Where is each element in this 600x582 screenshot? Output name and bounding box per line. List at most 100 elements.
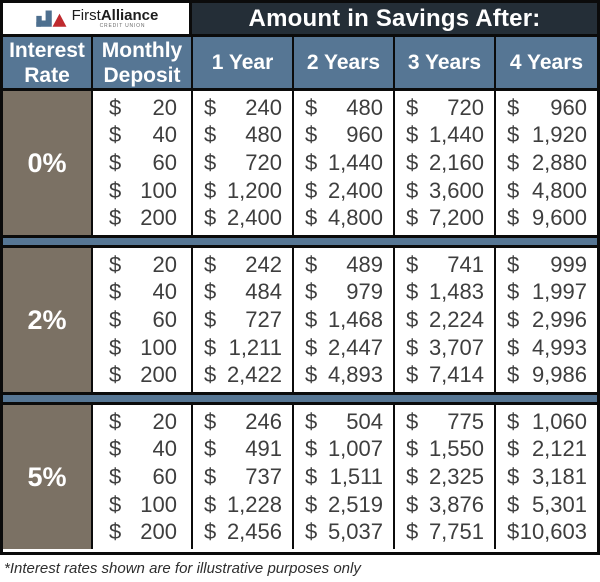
year-1-column: $240 $480 $720 $1,200 $2,400 bbox=[193, 91, 294, 235]
amount-value: 2,456 bbox=[226, 519, 282, 545]
money-cell: $200 bbox=[93, 204, 191, 232]
currency-symbol: $ bbox=[406, 334, 419, 360]
money-cell: $1,483 bbox=[395, 279, 494, 307]
currency-symbol: $ bbox=[406, 436, 419, 462]
money-cell: $20 bbox=[93, 94, 191, 122]
currency-symbol: $ bbox=[507, 279, 520, 305]
amount-value: 3,707 bbox=[428, 334, 484, 360]
money-cell: $2,519 bbox=[294, 491, 393, 519]
money-cell: $720 bbox=[193, 149, 292, 177]
currency-symbol: $ bbox=[305, 436, 318, 462]
amount-value: 100 bbox=[140, 334, 177, 360]
currency-symbol: $ bbox=[507, 408, 520, 434]
money-cell: $1,440 bbox=[395, 122, 494, 150]
rate-block-2-percent: 2% $20 $40 $60 $100 $200 $242 $484 $727 $1,211 $… bbox=[3, 248, 597, 392]
amount-value: 1,060 bbox=[531, 408, 587, 434]
amount-value: 1,440 bbox=[327, 149, 383, 175]
money-cell: $1,997 bbox=[496, 279, 597, 307]
money-cell: $4,893 bbox=[294, 361, 393, 389]
currency-symbol: $ bbox=[406, 251, 419, 277]
money-cell: $3,600 bbox=[395, 177, 494, 205]
amount-value: 3,600 bbox=[428, 177, 484, 203]
currency-symbol: $ bbox=[204, 306, 217, 332]
amount-value: 1,211 bbox=[228, 334, 282, 360]
currency-symbol: $ bbox=[109, 519, 122, 545]
title-bar: Amount in Savings After: bbox=[192, 3, 597, 34]
amount-value: 246 bbox=[245, 408, 282, 434]
currency-symbol: $ bbox=[507, 94, 520, 120]
currency-symbol: $ bbox=[305, 251, 318, 277]
money-cell: $480 bbox=[294, 94, 393, 122]
amount-value: 7,200 bbox=[428, 205, 484, 231]
year-2-column: $480 $960 $1,440 $2,400 $4,800 bbox=[294, 91, 395, 235]
currency-symbol: $ bbox=[204, 205, 217, 231]
amount-value: 20 bbox=[152, 94, 177, 120]
amount-value: 100 bbox=[140, 491, 177, 517]
amount-value: 20 bbox=[152, 251, 177, 277]
currency-symbol: $ bbox=[406, 408, 419, 434]
amount-value: 20 bbox=[152, 408, 177, 434]
amount-value: 2,996 bbox=[531, 306, 587, 332]
amount-value: 7,751 bbox=[428, 519, 484, 545]
money-cell: $491 bbox=[193, 436, 292, 464]
money-cell: $7,751 bbox=[395, 518, 494, 546]
money-cell: $2,880 bbox=[496, 149, 597, 177]
money-cell: $2,160 bbox=[395, 149, 494, 177]
amount-value: 2,400 bbox=[327, 177, 383, 203]
currency-symbol: $ bbox=[507, 491, 520, 517]
currency-symbol: $ bbox=[204, 279, 217, 305]
amount-value: 727 bbox=[245, 306, 282, 332]
amount-value: 979 bbox=[346, 279, 383, 305]
money-cell: $504 bbox=[294, 408, 393, 436]
money-cell: $2,121 bbox=[496, 436, 597, 464]
currency-symbol: $ bbox=[204, 149, 217, 175]
currency-symbol: $ bbox=[305, 149, 318, 175]
money-cell: $40 bbox=[93, 436, 191, 464]
money-cell: $60 bbox=[93, 463, 191, 491]
interest-rate-cell: 0% bbox=[3, 91, 93, 235]
amount-value: 999 bbox=[550, 251, 587, 277]
currency-symbol: $ bbox=[204, 334, 217, 360]
money-cell: $1,511 bbox=[294, 463, 393, 491]
amount-value: 200 bbox=[140, 362, 177, 388]
currency-symbol: $ bbox=[204, 122, 217, 148]
amount-value: 200 bbox=[140, 519, 177, 545]
currency-symbol: $ bbox=[305, 334, 318, 360]
column-header-3-years: 3 Years bbox=[395, 37, 496, 88]
amount-value: 3,181 bbox=[531, 463, 587, 489]
currency-symbol: $ bbox=[305, 94, 318, 120]
money-cell: $489 bbox=[294, 251, 393, 279]
currency-symbol: $ bbox=[204, 436, 217, 462]
currency-symbol: $ bbox=[204, 177, 217, 203]
money-cell: $1,468 bbox=[294, 306, 393, 334]
money-cell: $242 bbox=[193, 251, 292, 279]
amount-value: 960 bbox=[346, 122, 383, 148]
money-cell: $1,007 bbox=[294, 436, 393, 464]
money-cell: $2,325 bbox=[395, 463, 494, 491]
monthly-deposit-column: $20 $40 $60 $100 $200 bbox=[93, 248, 193, 392]
money-cell: $1,211 bbox=[193, 334, 292, 362]
money-cell: $979 bbox=[294, 279, 393, 307]
amount-value: 484 bbox=[245, 279, 282, 305]
amount-value: 489 bbox=[346, 251, 383, 277]
currency-symbol: $ bbox=[406, 279, 419, 305]
amount-value: 10,603 bbox=[519, 519, 587, 545]
money-cell: $2,224 bbox=[395, 306, 494, 334]
money-cell: $1,550 bbox=[395, 436, 494, 464]
amount-value: 5,301 bbox=[531, 491, 587, 517]
money-cell: $2,400 bbox=[294, 177, 393, 205]
currency-symbol: $ bbox=[406, 491, 419, 517]
column-header-interest-rate: Interest Rate bbox=[3, 37, 93, 88]
amount-value: 1,440 bbox=[428, 122, 484, 148]
amount-value: 720 bbox=[447, 94, 484, 120]
money-cell: $480 bbox=[193, 122, 292, 150]
amount-value: 100 bbox=[140, 177, 177, 203]
money-cell: $20 bbox=[93, 408, 191, 436]
money-cell: $7,414 bbox=[395, 361, 494, 389]
amount-value: 40 bbox=[152, 436, 177, 462]
currency-symbol: $ bbox=[109, 94, 122, 120]
column-header-4-years: 4 Years bbox=[496, 37, 597, 88]
money-cell: $4,800 bbox=[496, 177, 597, 205]
money-cell: $960 bbox=[496, 94, 597, 122]
logo-tagline: CREDIT UNION bbox=[99, 23, 146, 29]
